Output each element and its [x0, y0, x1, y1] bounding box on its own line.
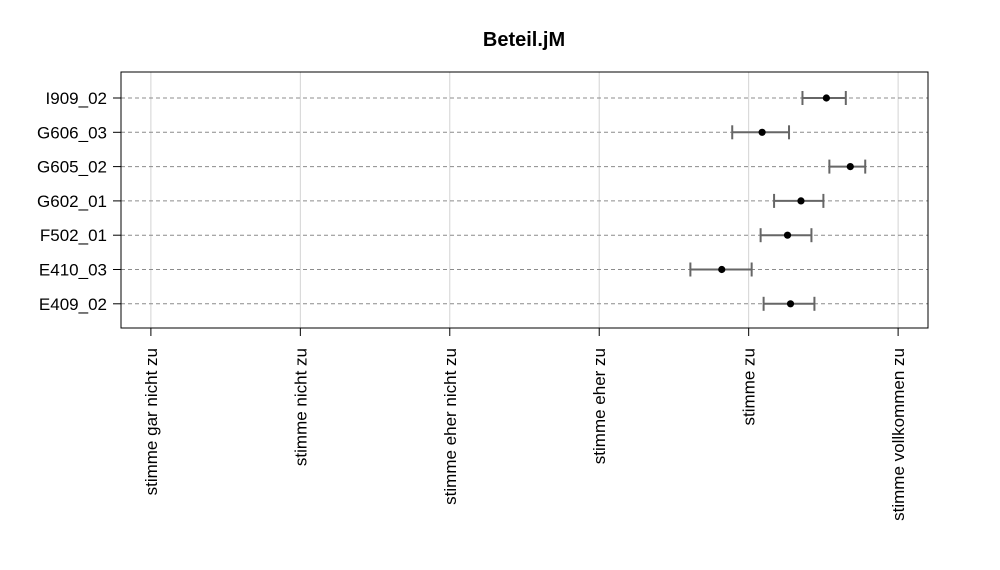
y-axis: I909_02 G606_03 G605_02 G602_01 F502_01 E410_… [37, 89, 121, 314]
plot-frame [120, 71, 929, 329]
y-tick-label: G605_02 [37, 158, 107, 177]
chart-title: Beteil.jM [483, 29, 565, 51]
mean-point [718, 265, 726, 274]
y-tick-label: E410_03 [39, 261, 107, 280]
y-tick-label: G606_03 [37, 123, 107, 142]
x-tick-label: stimme eher nicht zu [441, 348, 460, 505]
mean-point [783, 231, 792, 239]
y-tick-label: E409_02 [39, 295, 107, 314]
points [718, 94, 854, 308]
vertical-gridlines [150, 72, 899, 328]
mean-point [846, 163, 854, 171]
x-tick-label: stimme eher zu [590, 348, 609, 464]
x-tick-label: stimme zu [740, 348, 759, 425]
mean-point [786, 300, 795, 308]
y-tick-label: G602_01 [37, 192, 107, 211]
mean-point [822, 94, 830, 102]
x-tick-label: stimme vollkommen zu [889, 348, 908, 521]
mean-point [797, 197, 805, 205]
y-tick-label: F502_01 [40, 226, 107, 245]
x-tick-label: stimme nicht zu [291, 348, 310, 466]
mean-point [758, 128, 766, 136]
x-tick-label: stimme gar nicht zu [142, 348, 161, 495]
x-axis: stimme gar nicht zu stimme nicht zu stimme… [142, 328, 908, 521]
error-bars [689, 91, 867, 311]
y-tick-label: I909_02 [46, 89, 107, 108]
